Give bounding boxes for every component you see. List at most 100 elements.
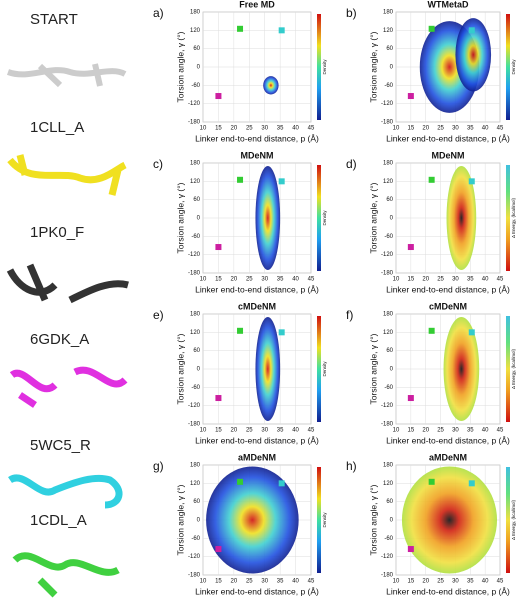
- x-tick-label: 40: [292, 126, 299, 132]
- x-tick-label: 40: [482, 579, 489, 585]
- x-axis-label: Linker end-to-end distance, p (Å): [195, 586, 319, 596]
- y-tick-label: 120: [383, 179, 394, 185]
- marker: [278, 27, 285, 34]
- density-region: [255, 166, 281, 270]
- density-region: [401, 466, 498, 574]
- panel-letter: h): [346, 459, 357, 473]
- marker: [215, 546, 222, 553]
- y-tick-label: 180: [383, 463, 394, 469]
- y-tick-label: 60: [386, 499, 393, 505]
- marker: [237, 327, 244, 334]
- y-tick-label: 0: [390, 216, 394, 222]
- x-tick-label: 30: [261, 579, 268, 585]
- panel-title: cMDeNM: [238, 301, 276, 311]
- structure-ribbon: [6, 263, 129, 304]
- marker: [278, 480, 285, 487]
- structure-label: 1CLL_A: [30, 119, 84, 136]
- marker: [468, 178, 475, 185]
- x-tick-label: 45: [308, 579, 315, 585]
- x-axis-label: Linker end-to-end distance, p (Å): [386, 435, 510, 445]
- y-tick-label: -60: [384, 385, 393, 391]
- y-axis-label: Torsion angle, γ (°): [175, 333, 185, 404]
- panel-letter: a): [153, 6, 164, 20]
- colorbar: [506, 467, 510, 573]
- y-tick-label: 180: [383, 312, 394, 318]
- colorbar: [317, 165, 321, 271]
- x-axis-label: Linker end-to-end distance, p (Å): [195, 133, 319, 143]
- x-tick-label: 20: [422, 277, 429, 283]
- x-tick-label: 40: [292, 277, 299, 283]
- marker: [407, 546, 414, 553]
- y-tick-label: -60: [384, 234, 393, 240]
- y-tick-label: 180: [383, 161, 394, 167]
- y-tick-label: 0: [390, 518, 394, 524]
- panel-title: WTMetaD: [428, 0, 469, 9]
- marker: [428, 176, 435, 183]
- x-tick-label: 20: [231, 277, 238, 283]
- marker: [237, 25, 244, 32]
- marker: [215, 93, 222, 100]
- x-tick-label: 10: [393, 579, 400, 585]
- y-axis-label: Torsion angle, γ (°): [368, 182, 378, 253]
- y-tick-label: 0: [197, 65, 201, 71]
- y-tick-label: 180: [383, 10, 394, 16]
- y-tick-label: 120: [190, 481, 201, 487]
- x-tick-label: 30: [452, 579, 459, 585]
- y-tick-label: -60: [384, 536, 393, 542]
- marker: [407, 395, 414, 402]
- y-tick-label: -120: [188, 403, 201, 409]
- structure-label: 5WC5_R: [30, 437, 91, 454]
- colorbar-label: Density: [511, 59, 516, 75]
- y-tick-label: -180: [381, 573, 394, 579]
- x-tick-label: 25: [437, 277, 444, 283]
- marker: [428, 327, 435, 334]
- y-tick-label: -120: [381, 101, 394, 107]
- panel: -180 -120 -60 0 60 120 180 10 15 20 25 30 35 40 45 WTMe…: [346, 0, 516, 143]
- y-tick-label: -120: [381, 403, 394, 409]
- x-tick-label: 40: [292, 428, 299, 434]
- x-tick-label: 10: [393, 126, 400, 132]
- panel-title: Free MD: [239, 0, 275, 9]
- y-tick-label: 180: [190, 463, 201, 469]
- x-tick-label: 30: [261, 126, 268, 132]
- x-axis-label: Linker end-to-end distance, p (Å): [386, 586, 510, 596]
- marker: [215, 395, 222, 402]
- x-tick-label: 20: [422, 126, 429, 132]
- x-tick-label: 15: [408, 277, 415, 283]
- panel: -180 -120 -60 0 60 120 180 10 15 20 25 30 35 40 45 cMDe…: [153, 301, 327, 445]
- x-tick-label: 20: [231, 428, 238, 434]
- y-tick-label: 0: [390, 65, 394, 71]
- x-tick-label: 10: [200, 277, 207, 283]
- x-tick-label: 35: [277, 579, 284, 585]
- structure-label: START: [30, 11, 78, 28]
- x-tick-label: 30: [452, 277, 459, 283]
- structure-label: 1PK0_F: [30, 224, 84, 241]
- x-tick-label: 15: [215, 277, 222, 283]
- structure-ribbon: [9, 366, 128, 408]
- structures: START 1CLL_A 1PK0_F 6GDK_A 5WC5_R 1CDL_A: [6, 11, 129, 598]
- x-tick-label: 15: [215, 428, 222, 434]
- y-tick-label: -180: [188, 422, 201, 428]
- colorbar-label: Density: [322, 59, 327, 75]
- y-tick-label: 180: [190, 312, 201, 318]
- x-tick-label: 20: [231, 579, 238, 585]
- panel-title: MDeNM: [432, 150, 465, 160]
- panel-title: MDeNM: [241, 150, 274, 160]
- colorbar-label: Δ Energy, (kcal/mol): [511, 198, 516, 238]
- x-tick-label: 15: [215, 579, 222, 585]
- colorbar-label: Density: [322, 512, 327, 528]
- x-tick-label: 25: [246, 277, 253, 283]
- x-tick-label: 25: [246, 428, 253, 434]
- marker: [428, 25, 435, 32]
- density-region: [255, 317, 281, 421]
- colorbar: [506, 165, 510, 271]
- x-tick-label: 10: [393, 428, 400, 434]
- colorbar-label: Density: [322, 210, 327, 226]
- structure-label: 1CDL_A: [30, 512, 87, 529]
- y-tick-label: -60: [191, 536, 200, 542]
- y-tick-label: -120: [188, 101, 201, 107]
- y-tick-label: 60: [386, 46, 393, 52]
- y-tick-label: 0: [390, 367, 394, 373]
- x-tick-label: 30: [261, 428, 268, 434]
